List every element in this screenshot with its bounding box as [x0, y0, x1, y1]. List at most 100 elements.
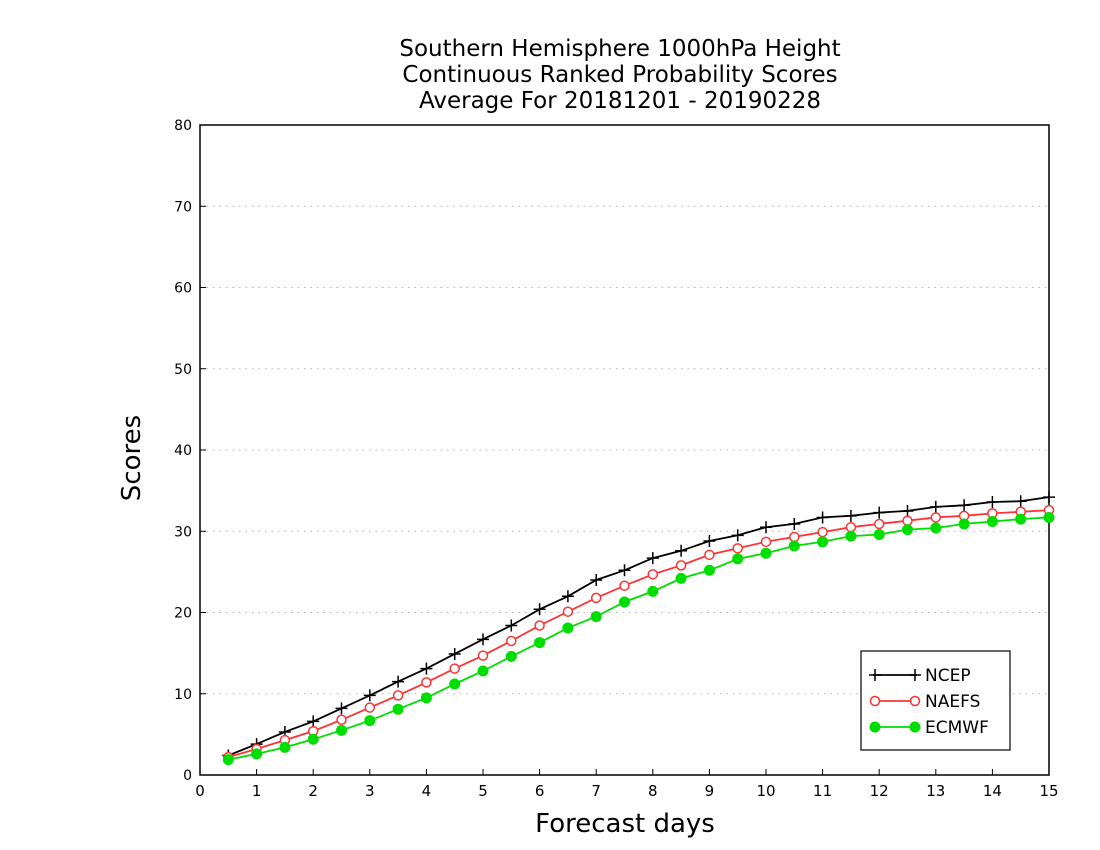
x-tick-label: 1	[252, 782, 262, 800]
y-tick-label: 10	[174, 687, 192, 703]
series-ecmwf-point	[986, 516, 998, 527]
y-tick-label: 20	[174, 606, 192, 622]
series-naefs-point	[619, 580, 630, 591]
x-tick-label: 15	[1039, 782, 1058, 800]
series-ncep-point	[703, 535, 716, 547]
x-tick-label: 2	[308, 782, 318, 800]
y-tick-label: 60	[174, 281, 192, 297]
series-ecmwf-point	[619, 596, 630, 608]
series-naefs-point	[789, 531, 800, 543]
x-tick-label: 6	[535, 782, 545, 800]
x-tick-label: 12	[870, 782, 889, 800]
x-tick-label: 3	[365, 782, 375, 800]
series-ecmwf-point	[364, 715, 376, 727]
series-ecmwf-point	[958, 518, 970, 530]
x-tick-label: 14	[983, 782, 1002, 800]
legend-ncep-marker	[909, 669, 921, 681]
series-ncep-point	[618, 564, 631, 577]
series-ncep-point	[986, 496, 999, 508]
series-ncep-point	[929, 500, 942, 513]
x-tick-label: 11	[813, 782, 832, 800]
series-ecmwf-point	[336, 724, 347, 736]
series-ecmwf-point	[647, 585, 659, 597]
series-naefs-point	[647, 569, 659, 580]
series-ncep-point	[448, 647, 461, 660]
legend-naefs-label: NAEFS	[925, 692, 980, 712]
series-naefs-point	[534, 620, 545, 631]
series-ncep-point	[816, 511, 829, 524]
x-tick-label: 7	[591, 782, 601, 800]
series-ecmwf-point	[817, 536, 829, 548]
series-ecmwf-point	[449, 678, 461, 690]
series-ecmwf-point	[222, 754, 234, 766]
series-ecmwf-point	[392, 703, 404, 715]
legend-ncep-label: NCEP	[925, 666, 971, 686]
x-tick-label: 10	[756, 782, 775, 800]
series-ncep-point	[477, 633, 489, 646]
series-naefs-point	[930, 512, 942, 523]
series-ecmwf-point	[732, 553, 744, 565]
y-tick-label: 0	[183, 768, 192, 784]
series-ecmwf-point	[279, 741, 291, 753]
chart-title-line-1: Southern Hemisphere 1000hPa Height	[399, 36, 841, 62]
series-ecmwf-point	[675, 572, 687, 584]
series-naefs-point	[902, 515, 913, 526]
series-naefs-point	[760, 536, 772, 548]
x-tick-label: 8	[648, 782, 658, 800]
series-ncep-point	[335, 702, 348, 715]
legend-naefs-marker	[909, 695, 921, 707]
series-naefs-point	[364, 702, 376, 713]
series-naefs-point	[421, 677, 432, 688]
series-naefs-point	[817, 526, 828, 538]
series-ncep-point	[363, 689, 376, 702]
series-ncep-point	[788, 517, 801, 530]
series-ecmwf-point	[1043, 511, 1055, 523]
series-ncep-point	[844, 509, 857, 522]
series-ecmwf-point	[562, 622, 574, 634]
series-ncep-point	[1014, 495, 1027, 508]
y-tick-label: 30	[174, 524, 192, 540]
series-naefs-point	[732, 543, 743, 554]
series-naefs-point	[562, 606, 574, 617]
series-naefs-point	[392, 690, 404, 701]
series-ncep-point	[307, 715, 320, 728]
series-ecmwf-point	[788, 540, 800, 552]
series-ecmwf-point	[760, 547, 772, 559]
series-ecmwf-point	[930, 522, 942, 534]
series-naefs-point	[590, 592, 602, 604]
series-ncep-point	[873, 506, 886, 519]
y-tick-label: 80	[174, 118, 192, 134]
series-ncep-point	[561, 590, 574, 603]
series-naefs-point	[675, 560, 687, 571]
series-ecmwf-point	[845, 530, 857, 542]
legend-ecmwf-label: ECMWF	[925, 718, 989, 738]
series-ncep-point	[646, 552, 659, 565]
series-ncep-point	[533, 603, 546, 616]
series-ncep-point	[420, 662, 433, 675]
chart-title-line-2: Continuous Ranked Probability Scores	[402, 62, 838, 88]
series-ncep-point	[760, 521, 772, 534]
x-tick-label: 5	[478, 782, 488, 800]
series-naefs-point	[873, 518, 885, 530]
series-ncep-point	[505, 619, 518, 632]
series-ncep-point	[590, 574, 603, 586]
series-ncep-point	[731, 529, 744, 542]
series-ecmwf-point	[505, 650, 517, 662]
x-tick-label: 9	[705, 782, 715, 800]
series-ecmwf-point	[251, 748, 263, 760]
series-naefs-point	[704, 549, 715, 561]
chart-title-line-3: Average For 20181201 - 20190228	[418, 88, 822, 114]
series-ecmwf-point	[1015, 513, 1027, 525]
series-ecmwf-point	[590, 611, 602, 623]
series-ecmwf-point	[307, 733, 319, 745]
x-tick-label: 13	[926, 782, 945, 800]
series-naefs-point	[477, 650, 489, 661]
series-ecmwf-point	[703, 564, 715, 576]
series-ecmwf-point	[902, 524, 913, 536]
legend-ecmwf-marker	[909, 721, 921, 733]
series-ncep-point	[392, 675, 405, 688]
legend-ncep-marker	[869, 669, 881, 681]
y-tick-label: 50	[174, 362, 192, 378]
legend-ecmwf-marker	[869, 721, 881, 733]
